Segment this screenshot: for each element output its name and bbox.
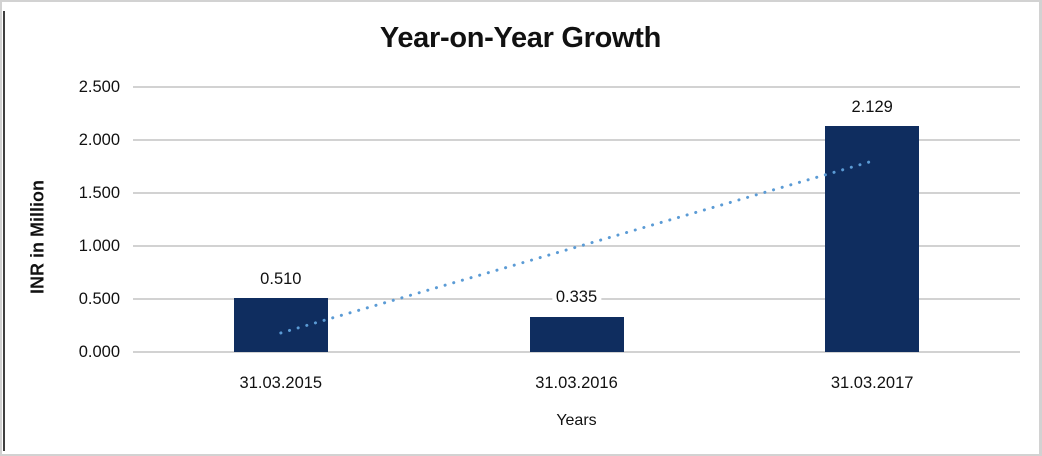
bar (233, 297, 328, 352)
y-tick-label: 2.000 (78, 131, 120, 149)
bar-value-label: 0.335 (551, 287, 602, 308)
y-tick-label: 0.000 (78, 343, 120, 361)
y-tick-label: 1.500 (78, 184, 120, 202)
x-axis-title: Years (556, 412, 597, 429)
bar-value-label: 2.129 (847, 97, 897, 118)
gridline (133, 139, 1020, 141)
chart-title: Year-on-Year Growth (379, 22, 662, 54)
gridline (133, 351, 1020, 353)
bar-value-label: 0.510 (256, 268, 306, 289)
bar (825, 126, 920, 352)
gridline (133, 86, 1020, 88)
x-category-label: 31.03.2017 (830, 374, 914, 392)
y-tick-label: 2.500 (78, 78, 120, 96)
bar (529, 316, 624, 352)
page-left-border-line (3, 11, 5, 451)
y-tick-label: 1.000 (78, 237, 120, 255)
y-tick-label: 0.500 (78, 290, 120, 308)
x-category-label: 31.03.2015 (239, 374, 323, 392)
plot-area: 0.510 0.335 2.129 (133, 86, 1020, 353)
x-category-label: 31.03.2016 (535, 374, 618, 392)
